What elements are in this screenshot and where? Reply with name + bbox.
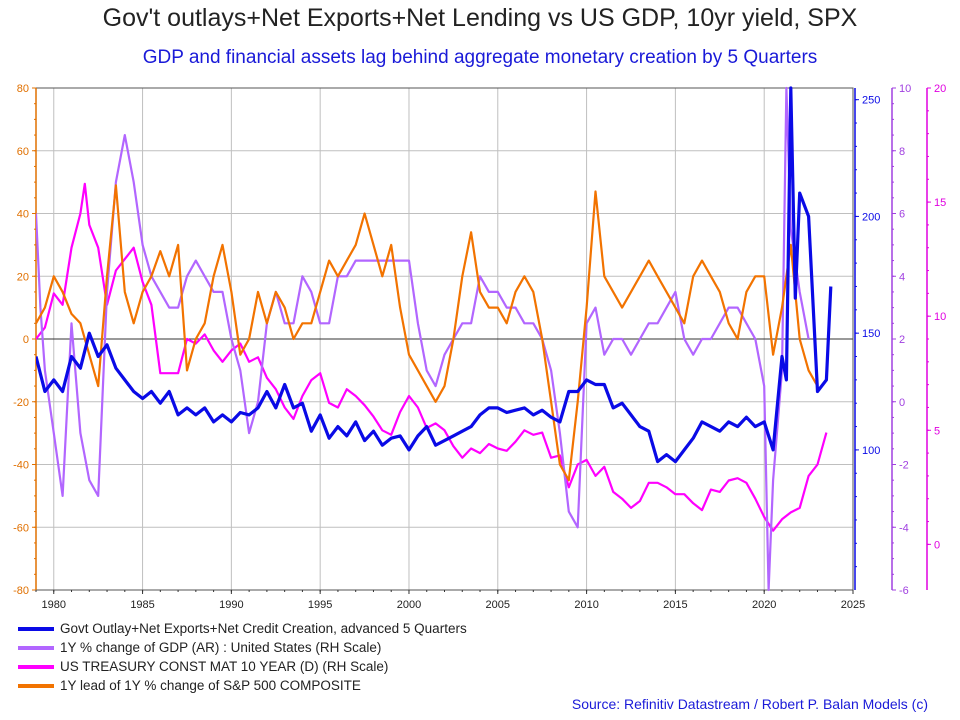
right-govt-tick-label: 100: [862, 445, 880, 457]
right-treasury-tick-label: 10: [934, 311, 946, 323]
left-tick-label: 0: [23, 334, 29, 346]
right-govt-tick-label: 150: [862, 328, 880, 340]
right-gdp-tick-label: -4: [899, 522, 909, 534]
right-govt-tick-label: 250: [862, 95, 880, 107]
right-govt-tick-label: 200: [862, 211, 880, 223]
left-tick-label: 80: [17, 83, 29, 95]
right-gdp-tick-label: 10: [899, 83, 911, 95]
left-tick-label: -40: [13, 460, 29, 472]
right-gdp-tick-label: 2: [899, 334, 905, 346]
right-treasury-tick-label: 20: [934, 83, 946, 95]
right-gdp-tick-label: 8: [899, 146, 905, 158]
legend-label-treasury: US TREASURY CONST MAT 10 YEAR (D) (RH Sc…: [60, 659, 389, 674]
x-tick-label: 1980: [42, 599, 66, 611]
legend-label-spx: 1Y lead of 1Y % change of S&P 500 COMPOS…: [60, 678, 361, 693]
right-treasury-tick-label: 5: [934, 425, 940, 437]
left-tick-label: -60: [13, 522, 29, 534]
right-gdp-tick-label: 0: [899, 397, 905, 409]
legend: Govt Outlay+Net Exports+Net Credit Creat…: [18, 619, 467, 695]
x-tick-label: 2010: [574, 599, 598, 611]
x-tick-label: 2020: [752, 599, 776, 611]
x-tick-label: 1985: [130, 599, 154, 611]
chart-subtitle: GDP and financial assets lag behind aggr…: [142, 47, 818, 68]
left-tick-label: -80: [13, 585, 29, 597]
chart-title: Gov't outlays+Net Exports+Net Lending vs…: [102, 4, 858, 32]
right-gdp-tick-label: -6: [899, 585, 909, 597]
right-treasury-tick-label: 15: [934, 197, 946, 209]
left-tick-label: 60: [17, 146, 29, 158]
legend-item-spx: 1Y lead of 1Y % change of S&P 500 COMPOS…: [18, 676, 467, 695]
legend-item-treasury: US TREASURY CONST MAT 10 YEAR (D) (RH Sc…: [18, 657, 467, 676]
series-gdp-line: [36, 86, 810, 592]
left-tick-label: -20: [13, 397, 29, 409]
series-treasury-line: [36, 182, 828, 532]
source-note: Source: Refinitiv Datastream / Robert P.…: [571, 696, 928, 712]
legend-swatch-treasury: [18, 664, 54, 669]
legend-swatch-govt: [18, 626, 54, 631]
x-tick-label: 2000: [397, 599, 421, 611]
right-gdp-tick-label: -2: [899, 460, 909, 472]
x-tick-label: 2005: [486, 599, 510, 611]
legend-swatch-gdp: [18, 645, 54, 650]
right-treasury-tick-label: 0: [934, 539, 940, 551]
legend-item-gdp: 1Y % change of GDP (AR) : United States …: [18, 638, 467, 657]
right-gdp-tick-label: 4: [899, 271, 905, 283]
right-gdp-tick-label: 6: [899, 209, 905, 221]
series-govt-line: [36, 86, 833, 464]
left-tick-label: 20: [17, 271, 29, 283]
x-tick-label: 2025: [841, 599, 865, 611]
legend-swatch-spx: [18, 683, 54, 688]
x-tick-label: 1995: [308, 599, 332, 611]
series-spx-line: [36, 184, 819, 482]
legend-label-gdp: 1Y % change of GDP (AR) : United States …: [60, 640, 382, 655]
left-tick-label: 40: [17, 209, 29, 221]
x-tick-label: 1990: [219, 599, 243, 611]
legend-item-govt: Govt Outlay+Net Exports+Net Credit Creat…: [18, 619, 467, 638]
legend-label-govt: Govt Outlay+Net Exports+Net Credit Creat…: [60, 621, 467, 636]
x-tick-label: 2015: [663, 599, 687, 611]
